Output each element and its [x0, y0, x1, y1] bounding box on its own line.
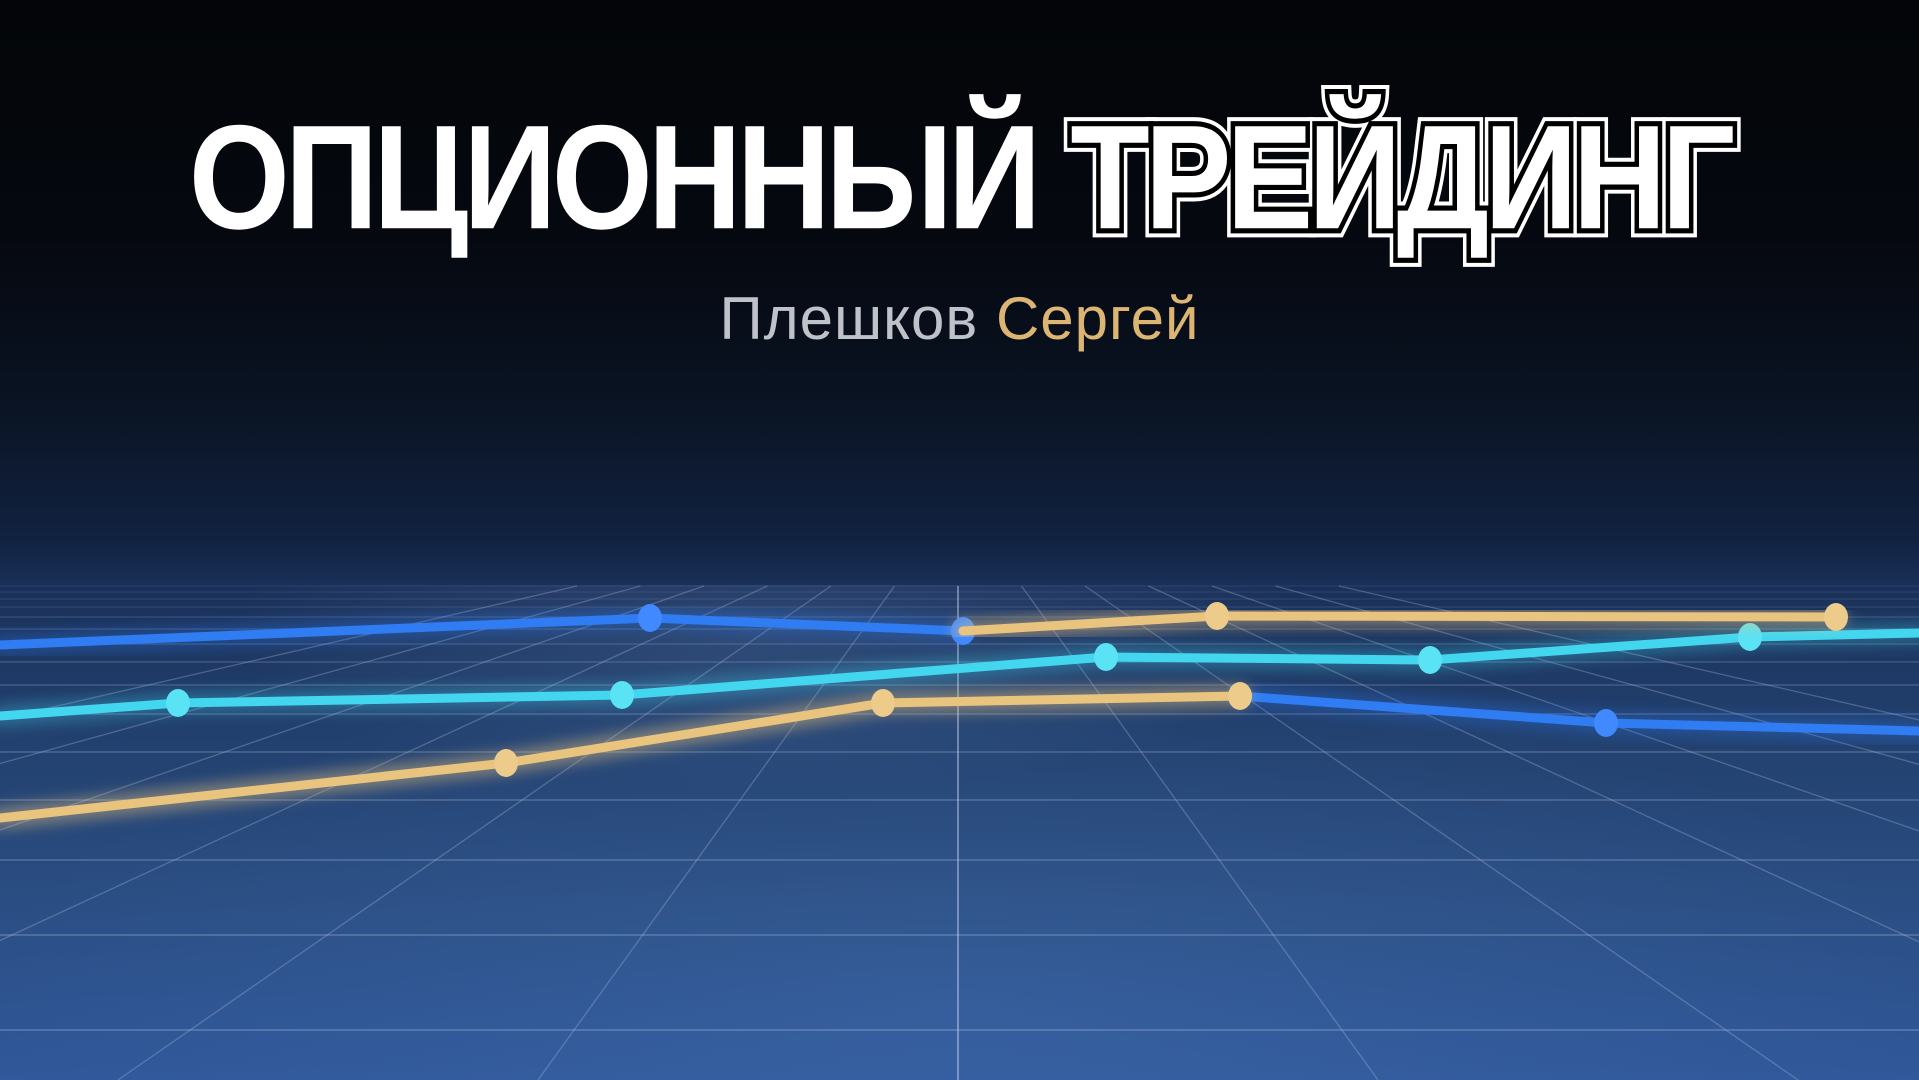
sky-background [0, 0, 1919, 586]
author-subtitle: Плешков Сергей [0, 284, 1919, 353]
data-point [1824, 603, 1848, 631]
data-point [871, 689, 895, 717]
page-title: ОПЦИОННЫЙ ТРЕЙДИНГ ТРЕЙДИНГ ТРЕЙДИНГ [0, 85, 1919, 270]
data-point [1094, 643, 1118, 671]
title-outline-word: ТРЕЙДИНГ ТРЕЙДИНГ ТРЕЙДИНГ [1062, 85, 1743, 270]
yellow-line-left [0, 682, 1252, 829]
yellow-line-right [952, 602, 1848, 642]
data-point [610, 681, 634, 709]
title-outline-layer-fill: ТРЕЙДИНГ [1070, 93, 1735, 261]
data-point [638, 604, 662, 632]
data-point [1738, 623, 1762, 651]
title-solid-word: ОПЦИОННЫЙ [188, 93, 1042, 261]
data-point [1228, 682, 1252, 710]
blue-line-right [1229, 685, 1919, 742]
data-point [494, 749, 518, 777]
data-point [1205, 602, 1229, 630]
blue-line-left [0, 604, 975, 656]
title-outline-layer-outer: ТРЕЙДИНГ [1062, 85, 1743, 270]
cyan-line [0, 622, 1919, 727]
author-last-name: Сергей [995, 285, 1200, 352]
data-point [1418, 646, 1442, 674]
title-outline-layer-ring: ТРЕЙДИНГ [1066, 89, 1740, 266]
author-first-name: Плешков [719, 285, 979, 352]
data-point [166, 689, 190, 717]
data-point [1594, 709, 1618, 737]
